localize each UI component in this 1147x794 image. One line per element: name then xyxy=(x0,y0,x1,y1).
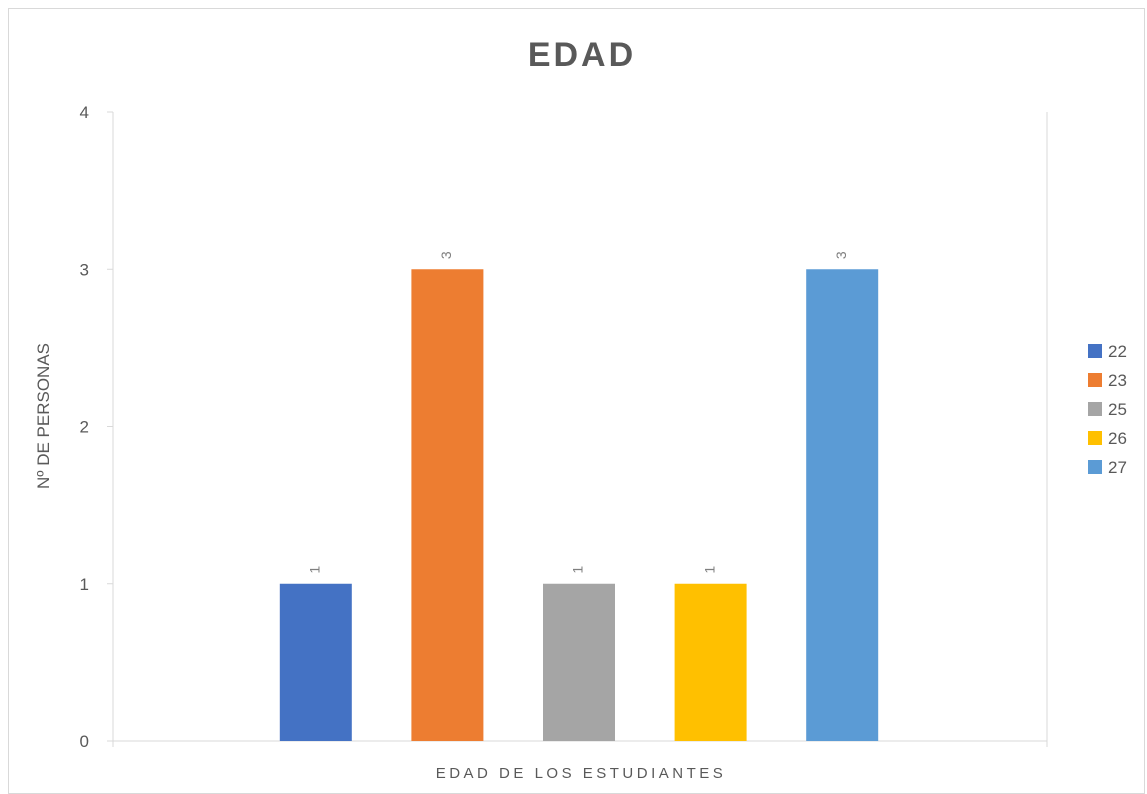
legend-swatch-23 xyxy=(1088,373,1102,387)
bar-23 xyxy=(411,269,484,741)
data-label-26: 1 xyxy=(701,566,717,574)
legend-label-26: 26 xyxy=(1108,429,1127,448)
legend-label-22: 22 xyxy=(1108,342,1127,361)
y-tick-label: 0 xyxy=(80,732,89,751)
bar-25 xyxy=(543,583,615,741)
legend-label-23: 23 xyxy=(1108,371,1127,390)
legend: 22 23 25 26 27 xyxy=(1088,342,1127,477)
bar-27 xyxy=(806,269,879,741)
y-tick-label: 4 xyxy=(80,103,89,122)
y-tick-label: 1 xyxy=(80,575,89,594)
data-labels: 1 3 1 1 3 xyxy=(307,251,849,574)
bars xyxy=(279,269,879,741)
legend-label-25: 25 xyxy=(1108,400,1127,419)
x-axis-label: EDAD DE LOS ESTUDIANTES xyxy=(436,765,727,782)
legend-swatch-26 xyxy=(1088,431,1102,445)
y-axis-label: Nº DE PERSONAS xyxy=(34,343,53,489)
chart-title: EDAD xyxy=(528,36,636,74)
legend-swatch-25 xyxy=(1088,402,1102,416)
data-label-23: 3 xyxy=(438,251,454,259)
data-label-25: 1 xyxy=(570,566,586,574)
bar-22 xyxy=(279,583,352,741)
legend-swatch-27 xyxy=(1088,460,1102,474)
data-label-27: 3 xyxy=(833,251,849,259)
y-axis: 0 1 2 3 4 xyxy=(80,103,113,751)
legend-label-27: 27 xyxy=(1108,458,1127,477)
y-tick-label: 3 xyxy=(80,260,89,279)
data-label-22: 1 xyxy=(307,566,323,574)
legend-swatch-22 xyxy=(1088,344,1102,358)
y-tick-label: 2 xyxy=(80,418,89,437)
bar-26 xyxy=(674,583,747,741)
